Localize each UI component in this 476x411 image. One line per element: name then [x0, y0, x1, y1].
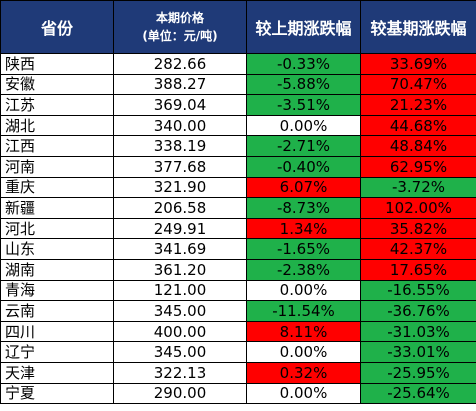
change-vs-base-cell: 17.65%: [360, 258, 476, 281]
table-row: 四川 400.00 8.11% -31.03%: [0, 320, 476, 343]
change-vs-base-cell: -33.01%: [360, 341, 476, 363]
province-cell: 云南: [0, 300, 114, 322]
price-cell: 345.00: [113, 341, 247, 363]
table-row: 江苏 369.04 -3.51% 21.23%: [0, 94, 476, 116]
province-column-header: 省份: [0, 0, 114, 54]
table-row: 安徽 388.27 -5.88% 70.47%: [0, 73, 476, 96]
change-vs-previous-cell: 0.00%: [246, 382, 361, 405]
table-row: 青海 121.00 0.00% -16.55%: [0, 279, 476, 302]
price-cell: 377.68: [113, 155, 247, 178]
province-cell: 青海: [0, 279, 114, 302]
change-vs-previous-cell: -0.40%: [246, 155, 361, 178]
change-vs-previous-cell: 0.00%: [246, 279, 361, 302]
table-row: 宁夏 290.00 0.00% -25.64%: [0, 382, 476, 405]
price-cell: 121.00: [113, 279, 247, 302]
province-cell: 安徽: [0, 73, 114, 96]
header-row: 省份 本期价格 (单位：元/吨) 较上期涨跌幅 较基期涨跌幅: [0, 0, 476, 54]
change-vs-previous-cell: -11.54%: [246, 300, 361, 322]
change-vs-base-cell: 35.82%: [360, 217, 476, 240]
province-cell: 江苏: [0, 94, 114, 116]
table-row: 重庆 321.90 6.07% -3.72%: [0, 176, 476, 199]
province-cell: 山东: [0, 238, 114, 260]
price-cell: 361.20: [113, 258, 247, 281]
price-cell: 345.00: [113, 300, 247, 322]
change-vs-base-cell: -36.76%: [360, 300, 476, 322]
price-cell: 290.00: [113, 382, 247, 405]
change-vs-previous-cell: -0.33%: [246, 53, 361, 75]
table-row: 天津 322.13 0.32% -25.95%: [0, 361, 476, 384]
change-vs-base-cell: -31.03%: [360, 320, 476, 343]
table-row: 江西 338.19 -2.71% 48.84%: [0, 135, 476, 157]
change-vs-base-cell: 44.68%: [360, 114, 476, 137]
price-cell: 321.90: [113, 176, 247, 199]
change-vs-base-cell: 70.47%: [360, 73, 476, 96]
table-header: 省份 本期价格 (单位：元/吨) 较上期涨跌幅 较基期涨跌幅: [0, 0, 476, 54]
change-vs-base-cell: 48.84%: [360, 135, 476, 157]
price-cell: 249.91: [113, 217, 247, 240]
province-cell: 河北: [0, 217, 114, 240]
change-vs-previous-cell: 0.00%: [246, 341, 361, 363]
change-vs-base-cell: -25.95%: [360, 361, 476, 384]
price-header-unit: (单位：元/吨): [142, 29, 218, 43]
change-vs-previous-column-header: 较上期涨跌幅: [246, 0, 361, 54]
price-header-line1: 本期价格: [155, 11, 204, 25]
change-vs-previous-cell: 0.00%: [246, 114, 361, 137]
province-cell: 河南: [0, 155, 114, 178]
province-cell: 宁夏: [0, 382, 114, 405]
price-cell: 206.58: [113, 197, 247, 219]
price-column-header: 本期价格 (单位：元/吨): [113, 0, 247, 54]
price-cell: 282.66: [113, 53, 247, 75]
change-vs-base-cell: -25.64%: [360, 382, 476, 405]
province-cell: 湖南: [0, 258, 114, 281]
price-cell: 322.13: [113, 361, 247, 384]
table-row: 新疆 206.58 -8.73% 102.00%: [0, 197, 476, 219]
change-vs-base-column-header: 较基期涨跌幅: [360, 0, 476, 54]
province-cell: 新疆: [0, 197, 114, 219]
table-row: 河南 377.68 -0.40% 62.95%: [0, 155, 476, 178]
table-row: 陕西 282.66 -0.33% 33.69%: [0, 53, 476, 75]
province-cell: 江西: [0, 135, 114, 157]
change-vs-previous-cell: 1.34%: [246, 217, 361, 240]
change-vs-previous-cell: -5.88%: [246, 73, 361, 96]
change-vs-base-cell: 33.69%: [360, 53, 476, 75]
price-cell: 340.00: [113, 114, 247, 137]
province-cell: 天津: [0, 361, 114, 384]
change-vs-base-cell: 102.00%: [360, 197, 476, 219]
change-vs-base-cell: 42.37%: [360, 238, 476, 260]
table-row: 河北 249.91 1.34% 35.82%: [0, 217, 476, 240]
price-cell: 400.00: [113, 320, 247, 343]
change-vs-base-cell: -3.72%: [360, 176, 476, 199]
change-vs-previous-cell: 8.11%: [246, 320, 361, 343]
change-vs-previous-cell: -3.51%: [246, 94, 361, 116]
change-vs-previous-cell: -1.65%: [246, 238, 361, 260]
table-row: 湖北 340.00 0.00% 44.68%: [0, 114, 476, 137]
change-vs-previous-cell: 6.07%: [246, 176, 361, 199]
change-vs-base-cell: 62.95%: [360, 155, 476, 178]
price-cell: 341.69: [113, 238, 247, 260]
province-cell: 四川: [0, 320, 114, 343]
price-cell: 338.19: [113, 135, 247, 157]
change-vs-base-cell: 21.23%: [360, 94, 476, 116]
province-cell: 陕西: [0, 53, 114, 75]
change-vs-previous-cell: -2.38%: [246, 258, 361, 281]
province-cell: 辽宁: [0, 341, 114, 363]
change-vs-previous-cell: 0.32%: [246, 361, 361, 384]
table-row: 云南 345.00 -11.54% -36.76%: [0, 300, 476, 322]
province-cell: 湖北: [0, 114, 114, 137]
change-vs-base-cell: -16.55%: [360, 279, 476, 302]
table-row: 湖南 361.20 -2.38% 17.65%: [0, 258, 476, 281]
price-cell: 388.27: [113, 73, 247, 96]
price-cell: 369.04: [113, 94, 247, 116]
table-body: 陕西 282.66 -0.33% 33.69% 安徽 388.27 -5.88%…: [0, 53, 476, 405]
table-row: 山东 341.69 -1.65% 42.37%: [0, 238, 476, 260]
province-cell: 重庆: [0, 176, 114, 199]
table-row: 辽宁 345.00 0.00% -33.01%: [0, 341, 476, 363]
change-vs-previous-cell: -2.71%: [246, 135, 361, 157]
change-vs-previous-cell: -8.73%: [246, 197, 361, 219]
